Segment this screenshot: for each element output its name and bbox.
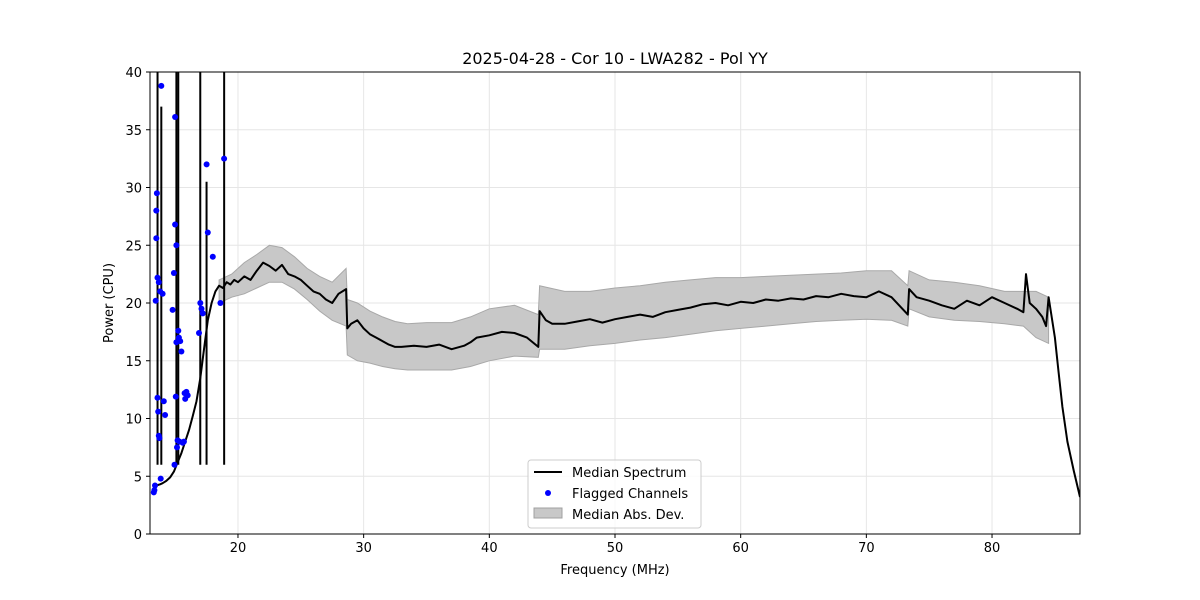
flagged-channel-point xyxy=(178,348,185,355)
flagged-channel-point xyxy=(198,305,205,312)
flagged-channel-point xyxy=(196,330,202,336)
y-axis-ticks: 0 5 10 15 20 25 30 35 40 xyxy=(125,66,150,543)
flagged-channel-point xyxy=(221,155,228,162)
legend: Median Spectrum Flagged Channels Median … xyxy=(527,459,702,529)
x-tick-label: 20 xyxy=(230,541,247,556)
flagged-channel-point xyxy=(160,398,167,405)
legend-box xyxy=(527,459,702,529)
flagged-channel-point xyxy=(156,435,163,442)
flagged-channel-point xyxy=(157,475,164,482)
flagged-channel-point xyxy=(152,297,159,304)
flagged-channel-point xyxy=(155,408,162,415)
x-tick-label: 30 xyxy=(355,541,372,556)
x-tick-label: 60 xyxy=(732,541,749,556)
legend-patch-swatch xyxy=(533,507,563,519)
flagged-channel-point xyxy=(154,274,161,281)
y-tick-label: 20 xyxy=(125,297,142,312)
flagged-channel-point xyxy=(199,310,206,317)
flagged-channel-point xyxy=(175,327,182,334)
flagged-channel-point xyxy=(153,190,160,197)
flagged-channel-point xyxy=(204,229,211,236)
plot-area xyxy=(150,72,1080,498)
chart-title: 2025-04-28 - Cor 10 - LWA282 - Pol YY xyxy=(462,49,768,68)
flagged-channel-point xyxy=(173,242,180,249)
y-tick-label: 30 xyxy=(125,182,142,197)
flagged-channel-point xyxy=(172,221,179,228)
flagged-channel-point xyxy=(203,161,210,168)
legend-label-mad: Median Abs. Dev. xyxy=(572,508,684,523)
median-spectrum-line xyxy=(153,261,1080,498)
x-tick-label: 80 xyxy=(984,541,1001,556)
y-tick-label: 5 xyxy=(134,470,142,485)
y-tick-label: 15 xyxy=(125,355,142,370)
flagged-channel-point xyxy=(180,438,187,445)
flagged-channel-point xyxy=(153,207,160,214)
x-tick-label: 70 xyxy=(858,541,875,556)
flagged-channel-point xyxy=(171,461,178,468)
y-tick-label: 25 xyxy=(125,239,142,254)
y-tick-label: 40 xyxy=(125,66,142,81)
legend-label-flagged: Flagged Channels xyxy=(572,487,688,502)
legend-marker-swatch xyxy=(545,490,551,496)
legend-label-median: Median Spectrum xyxy=(572,466,686,481)
flagged-channel-point xyxy=(217,300,224,306)
y-tick-label: 10 xyxy=(125,413,142,428)
flagged-channel-point xyxy=(177,338,184,345)
flagged-channel-point xyxy=(162,412,169,418)
mad-band xyxy=(218,244,1050,371)
flagged-channel-point xyxy=(152,482,158,489)
y-tick-label: 35 xyxy=(125,124,142,139)
flagged-channel-point xyxy=(209,253,216,260)
x-tick-label: 40 xyxy=(481,541,498,556)
flagged-channel-point xyxy=(151,487,158,494)
flagged-channel-point xyxy=(174,444,180,451)
flagged-channel-point xyxy=(184,392,191,399)
flagged-channel-point xyxy=(172,393,179,400)
x-axis-label: Frequency (MHz) xyxy=(560,563,669,578)
flagged-channel-point xyxy=(172,114,179,120)
flagged-channel-point xyxy=(169,306,176,313)
flagged-channel-point xyxy=(154,394,161,401)
flagged-channel-point xyxy=(153,235,160,242)
x-tick-label: 50 xyxy=(607,541,624,556)
y-axis-label: Power (CPU) xyxy=(102,263,117,343)
y-tick-label: 0 xyxy=(134,528,142,543)
flagged-channel-point xyxy=(155,279,162,286)
x-axis-ticks: 20 30 40 50 60 70 80 xyxy=(230,534,1001,556)
flagged-channel-point xyxy=(158,82,165,89)
flagged-channel-point xyxy=(159,290,166,297)
flagged-channel-point xyxy=(197,300,204,306)
flagged-channel-point xyxy=(170,270,177,276)
